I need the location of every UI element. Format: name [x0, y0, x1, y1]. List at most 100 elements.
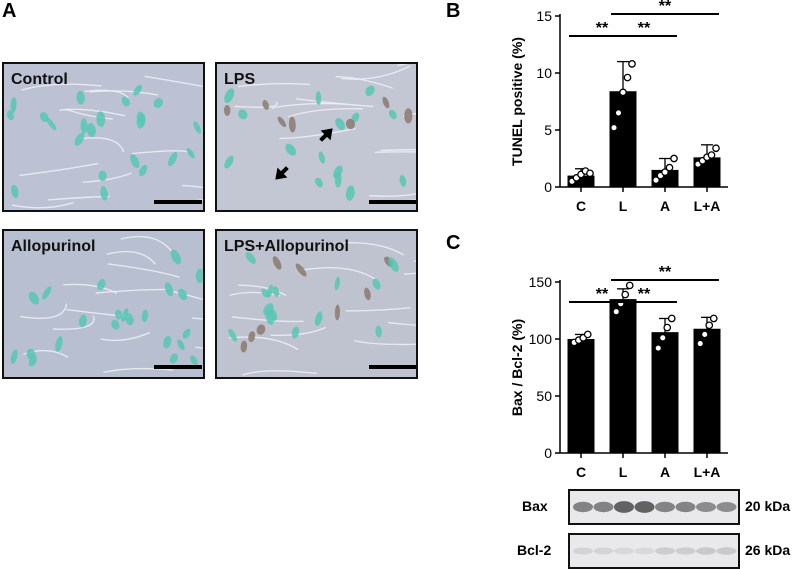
c-x-tick-label: L — [619, 464, 628, 480]
c-data-point — [570, 338, 579, 347]
micrograph-lps: LPS — [215, 62, 418, 212]
blot-size-bax: 20 kDa — [745, 498, 791, 514]
tissue-fiber — [103, 367, 174, 374]
b-data-point — [712, 144, 720, 153]
nucleus — [164, 282, 174, 297]
micrograph-label: Control — [11, 71, 68, 88]
b-data-point — [703, 153, 711, 162]
arrow-head — [319, 128, 333, 142]
tissue-fiber — [47, 195, 110, 201]
apoptotic-nucleus — [345, 118, 355, 130]
blot-bcl2 — [568, 533, 740, 569]
nucleus — [351, 112, 360, 123]
c-data-point — [612, 307, 621, 316]
nucleus — [78, 314, 87, 328]
nucleus — [335, 117, 346, 131]
tissue-fiber — [374, 151, 416, 153]
arrow-icon — [275, 166, 289, 180]
arrow-head — [275, 166, 289, 180]
apoptotic-nucleus — [295, 263, 307, 277]
c-data-point — [616, 299, 625, 308]
scale-bar — [154, 200, 202, 204]
nucleus — [141, 309, 149, 322]
apoptotic-nucleus — [277, 116, 287, 128]
nucleus — [315, 91, 322, 105]
nucleus — [269, 309, 278, 321]
c-bar — [693, 328, 721, 453]
b-bar — [693, 157, 721, 187]
micrograph-image — [223, 64, 416, 204]
blot-bax — [568, 489, 740, 525]
nucleus — [186, 147, 195, 159]
blot-band — [614, 547, 634, 555]
tissue-fiber — [228, 336, 299, 351]
tissue-fiber — [229, 291, 280, 297]
blot-band — [675, 501, 696, 513]
nucleus — [98, 170, 107, 182]
nucleus — [111, 319, 120, 330]
blot-label-bax: Bax — [522, 498, 548, 514]
b-data-point — [586, 169, 594, 178]
nucleus — [182, 328, 191, 339]
nucleus — [372, 278, 381, 290]
nucleus — [238, 109, 248, 120]
micrograph-label: LPS+Allopurinol — [224, 238, 349, 255]
c-data-point — [709, 314, 718, 323]
c-y-tick-label: 0 — [544, 445, 552, 461]
tissue-fiber — [20, 303, 68, 319]
b-y-tick-label: 10 — [536, 65, 552, 81]
nucleus — [177, 339, 185, 351]
tissue-fiber — [271, 102, 347, 109]
b-y-tick-label: 0 — [544, 179, 552, 195]
nucleus — [334, 171, 342, 188]
blot-band — [696, 547, 716, 555]
tissue-fiber — [380, 148, 416, 152]
nucleus — [74, 132, 85, 146]
c-data-point — [579, 334, 588, 342]
tissue-fiber — [237, 82, 310, 88]
micrograph-lps-allopurinol: LPS+Allopurinol — [215, 229, 418, 379]
tissue-fiber — [82, 172, 132, 183]
nucleus — [285, 143, 296, 156]
tissue-fiber — [144, 75, 203, 88]
blot-band — [593, 547, 614, 555]
tissue-fiber — [387, 321, 416, 326]
b-data-point — [694, 160, 702, 169]
b-x-tick-label: A — [660, 198, 670, 214]
tissue-fiber — [195, 346, 203, 349]
tissue-fiber — [59, 108, 126, 117]
b-bar — [567, 175, 595, 187]
nucleus — [139, 164, 148, 177]
b-data-point — [568, 177, 576, 186]
tissue-fiber — [191, 317, 203, 320]
tissue-fiber — [63, 283, 118, 294]
tissue-fiber — [369, 193, 416, 197]
nucleus — [334, 276, 341, 291]
apoptotic-nucleus — [240, 340, 248, 353]
apoptotic-nucleus — [364, 287, 371, 301]
micrograph-image — [228, 242, 416, 376]
nucleus — [125, 313, 134, 326]
nucleus — [86, 123, 96, 138]
nucleus — [345, 185, 355, 201]
nucleus — [224, 88, 235, 104]
blot-band — [593, 501, 614, 513]
arrow-icon — [319, 128, 333, 142]
nucleus — [80, 118, 88, 134]
panel-letter-b: B — [446, 0, 461, 22]
tissue-fiber — [270, 326, 327, 337]
nucleus — [245, 252, 256, 264]
tissue-fiber — [343, 242, 405, 256]
b-data-point — [577, 170, 585, 179]
c-data-point — [696, 339, 705, 348]
scale-bar — [369, 200, 416, 204]
b-data-point — [610, 123, 618, 132]
nucleus — [46, 117, 57, 131]
apoptotic-nucleus — [256, 324, 266, 335]
nucleus — [10, 349, 18, 364]
c-data-point — [658, 334, 667, 342]
micrograph-label: LPS — [224, 71, 256, 88]
b-significance-label: ** — [659, 0, 672, 15]
b-data-point — [619, 88, 627, 97]
blot-image — [573, 501, 737, 513]
